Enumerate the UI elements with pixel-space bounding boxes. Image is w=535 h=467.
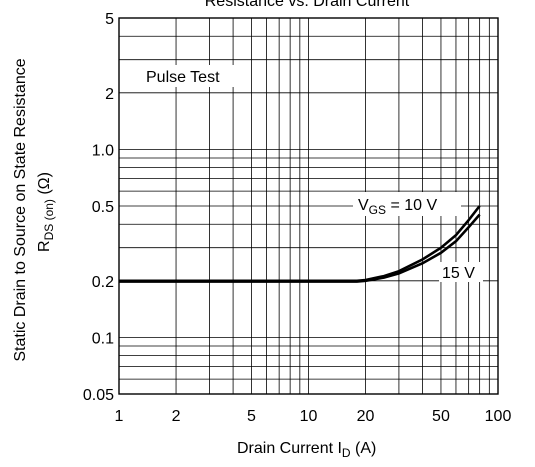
- vgs-v: V: [358, 197, 369, 214]
- pulse-test-background: [139, 65, 243, 87]
- x-axis-label-unit: (A): [351, 440, 377, 457]
- y-axis-label-line1: Static Drain to Source on State Resistan…: [12, 58, 29, 361]
- x-tick-label: 100: [485, 408, 512, 425]
- x-axis-label-sub: D: [342, 446, 351, 460]
- vgs-value: = 10 V: [386, 197, 437, 214]
- x-tick-label: 10: [300, 408, 318, 425]
- y-axis-label-main: R: [36, 240, 53, 252]
- x-tick-label: 50: [432, 408, 450, 425]
- x-tick-label: 2: [172, 408, 181, 425]
- y-tick-label: 0.1: [92, 330, 114, 347]
- y-tick-label: 0.2: [92, 274, 114, 291]
- pulse-test-label: Pulse Test: [146, 69, 220, 86]
- 15v-annotation-text: 15 V: [442, 265, 475, 282]
- chart-title: Resistance vs. Drain Current: [205, 0, 410, 10]
- x-tick-label: 5: [247, 408, 256, 425]
- x-axis-label: Drain Current ID (A): [237, 440, 376, 460]
- vgs-annotation-background: [353, 192, 461, 216]
- y-tick-label: 0.05: [83, 387, 114, 404]
- x-tick-label: 20: [357, 408, 375, 425]
- vgs-annotation-text: VGS = 10 V: [358, 197, 437, 217]
- series-lines: [119, 205, 481, 283]
- y-axis-label-sub: DS (on): [42, 199, 56, 240]
- y-axis-label-unit: (Ω): [36, 172, 53, 195]
- x-axis-label-main: Drain Current I: [237, 440, 342, 457]
- y-axis-label-line2: RDS (on) (Ω): [36, 172, 56, 252]
- y-tick-label: 0.5: [92, 199, 114, 216]
- pulse-test-annotation: Pulse Test: [139, 65, 243, 87]
- series-line: [119, 213, 481, 283]
- y-tick-label: 1.0: [92, 142, 114, 159]
- y-tick-labels: 0.05 0.1 0.2 0.5 1.0 2 5: [83, 11, 114, 404]
- plot-frame: [118, 17, 499, 395]
- series-line: [119, 205, 481, 283]
- vgs-annotation: VGS = 10 V: [353, 192, 461, 217]
- y-tick-label: 2: [105, 86, 114, 103]
- vgs-sub: GS: [369, 203, 386, 217]
- x-tick-label: 1: [115, 408, 124, 425]
- 15v-annotation: 15 V: [439, 262, 483, 282]
- y-tick-label: 5: [105, 11, 114, 28]
- x-tick-labels: 1 2 5 10 20 50 100: [115, 408, 512, 425]
- 15v-annotation-background: [439, 262, 483, 282]
